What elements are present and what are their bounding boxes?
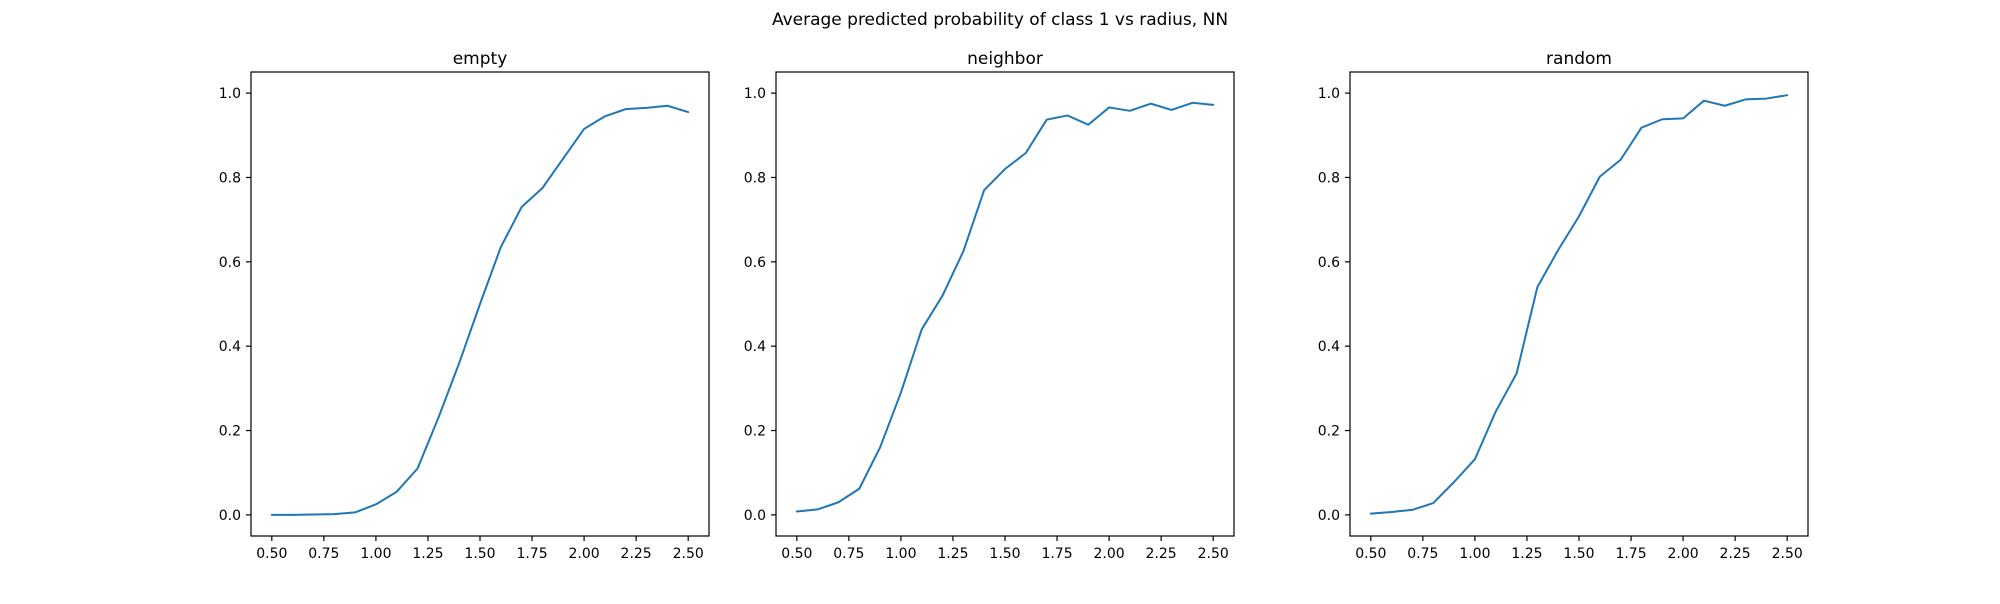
x-tick-label: 2.50 [673,546,704,562]
x-tick-label: 1.00 [1459,546,1490,562]
subplots: empty 0.50 0.75 1.00 1.25 1.50 1.75 2.00 2.25 2.5… [219,49,1809,562]
x-tick-label: 0.75 [308,546,339,562]
y-tick-label: 1.0 [744,86,766,102]
x-tick-label: 1.75 [516,546,547,562]
x-tick-label: 1.25 [937,546,968,562]
y-tick-label: 0.6 [1318,255,1340,271]
subplot-neighbor: neighbor 0.50 0.75 1.00 1.25 1.50 1.75 2.00 2.25… [744,49,1235,562]
x-tick-label: 1.25 [1511,546,1542,562]
y-tick-label: 0.8 [1318,170,1340,186]
x-tick-label: 1.75 [1041,546,1072,562]
x-tick-label: 1.50 [464,546,495,562]
x-tick-label: 2.50 [1772,546,1803,562]
y-tick-label: 0.6 [219,255,241,271]
y-tick-label: 0.8 [744,170,766,186]
plot-frame [1349,71,1809,537]
x-tick-label: 0.75 [1407,546,1438,562]
x-tick-label: 1.00 [360,546,391,562]
x-tick-label: 1.50 [1563,546,1594,562]
series-line [270,104,690,516]
x-tick-label: 1.25 [412,546,443,562]
series-line [1369,94,1789,515]
y-tick-label: 0.0 [744,508,766,524]
y-tick-label: 0.4 [1318,339,1340,355]
x-tick-label: 2.50 [1198,546,1229,562]
subplot-empty: empty 0.50 0.75 1.00 1.25 1.50 1.75 2.00 2.25 2.5… [219,49,710,562]
x-tick-label: 2.25 [621,546,652,562]
x-tick-label: 2.00 [569,546,600,562]
x-tick-label: 0.50 [256,546,287,562]
x-tick-label: 0.75 [833,546,864,562]
x-tick-label: 1.75 [1615,546,1646,562]
x-tick-label: 0.50 [1355,546,1386,562]
y-tick-label: 0.8 [219,170,241,186]
y-tick-label: 0.0 [1318,508,1340,524]
plot-frame [775,71,1235,537]
subplot-title: empty [453,49,508,69]
y-tick-label: 1.0 [219,86,241,102]
y-tick-label: 0.0 [219,508,241,524]
y-tick-label: 0.6 [744,255,766,271]
y-tick-label: 0.2 [219,424,241,440]
series-line [795,101,1215,513]
y-tick-label: 0.4 [744,339,766,355]
subplot-random: random 0.50 0.75 1.00 1.25 1.50 1.75 2.00 2.25 2.… [1318,49,1809,562]
x-tick-label: 0.50 [781,546,812,562]
x-tick-label: 2.00 [1094,546,1125,562]
y-tick-label: 0.2 [1318,424,1340,440]
y-tick-label: 0.4 [219,339,241,355]
y-tick-label: 0.2 [744,424,766,440]
y-tick-label: 1.0 [1318,86,1340,102]
x-tick-label: 1.50 [989,546,1020,562]
x-tick-label: 2.25 [1146,546,1177,562]
subplot-title: neighbor [967,49,1043,69]
x-tick-label: 2.00 [1668,546,1699,562]
subplot-title: random [1546,49,1612,69]
x-tick-label: 2.25 [1720,546,1751,562]
figure-suptitle: Average predicted probability of class 1… [772,10,1228,30]
x-tick-label: 1.00 [885,546,916,562]
